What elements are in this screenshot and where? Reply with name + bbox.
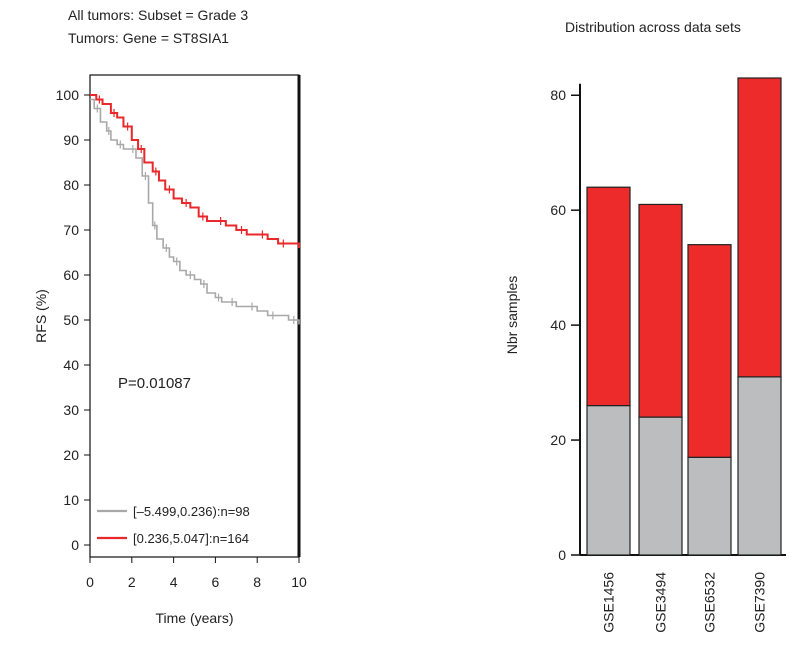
legend-label-2: [0.236,5.047]:n=164 [133, 531, 249, 546]
x-tick-label: 10 [291, 574, 307, 590]
bar-segment-GSE1456-2 [586, 186, 631, 407]
km-subtitle-2: Tumors: Gene = ST8SIA1 [68, 30, 229, 46]
bar-segment-GSE1456-1 [586, 404, 631, 556]
y-tick-label: 0 [71, 537, 79, 553]
bar-segment-GSE7390-1 [737, 376, 782, 556]
x-tick-label: GSE1456 [601, 572, 617, 633]
survival-chart: 0 10 20 30 40 50 60 70 80 90 100 0 2 4 6 8 10 Time (years… [33, 74, 307, 626]
y-tick-label: 0 [558, 547, 566, 563]
p-value-annotation: P=0.01087 [118, 375, 191, 392]
survival-curve-1 [90, 98, 300, 325]
bar-segment-GSE3494-1 [638, 416, 683, 556]
y-tick-label: 90 [63, 132, 79, 148]
km-subtitle-1: All tumors: Subset = Grade 3 [68, 7, 249, 23]
y-tick-label: 50 [63, 312, 79, 328]
y-tick-label: 100 [56, 87, 80, 103]
x-tick-label: 0 [86, 574, 94, 590]
y-tick-label: 60 [63, 267, 79, 283]
y-tick-label: 20 [63, 447, 79, 463]
y-tick-label: 70 [63, 222, 79, 238]
y-tick-label: 60 [550, 202, 566, 218]
bar-segment-GSE6532-1 [687, 456, 732, 556]
x-tick-label: 2 [128, 574, 136, 590]
x-tick-label: 8 [253, 574, 261, 590]
x-tick-label: GSE7390 [752, 572, 768, 633]
x-tick-label: 6 [212, 574, 220, 590]
bar-chart-title: Distribution across data sets [565, 19, 741, 35]
bar-segment-GSE3494-2 [638, 203, 683, 418]
y-axis-label: RFS (%) [33, 289, 49, 343]
x-tick-label: GSE6532 [702, 572, 718, 633]
bar-chart: 0 20 40 60 80 Nbr samples GSE1456 GSE3494 GSE653… [504, 77, 786, 633]
y-tick-label: 80 [550, 87, 566, 103]
bar-segment-GSE7390-2 [737, 77, 782, 378]
bar-segment-GSE6532-2 [687, 244, 732, 458]
y-tick-label: 20 [550, 432, 566, 448]
y-tick-label: 10 [63, 492, 79, 508]
y-tick-label: 30 [63, 402, 79, 418]
y-tick-label: 40 [63, 357, 79, 373]
x-tick-label: GSE3494 [653, 572, 669, 633]
y-tick-label: 40 [550, 317, 566, 333]
y-axis-label: Nbr samples [504, 276, 520, 355]
x-tick-label: 4 [170, 574, 178, 590]
survival-curve-2 [90, 94, 300, 248]
x-axis-label: Time (years) [155, 610, 233, 626]
legend-label-1: [–5.499,0.236):n=98 [133, 504, 250, 519]
y-tick-label: 80 [63, 177, 79, 193]
